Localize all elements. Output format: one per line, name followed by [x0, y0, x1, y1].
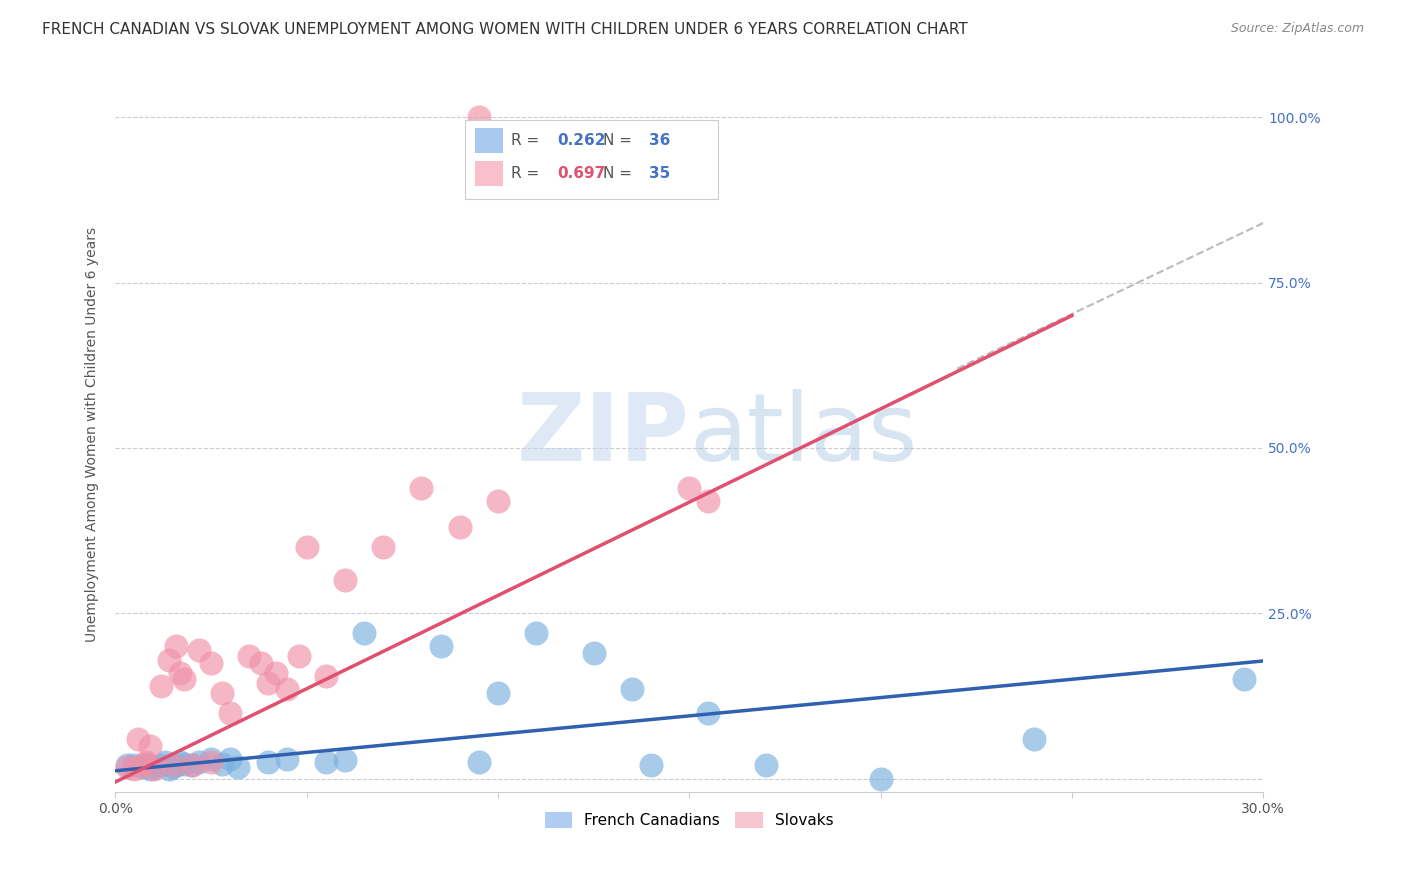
Point [200, 752, 222, 766]
Text: N =: N = [603, 167, 637, 181]
Point [188, 642, 211, 657]
Point [697, 706, 720, 720]
Point [115, 758, 138, 772]
Text: FRENCH CANADIAN VS SLOVAK UNEMPLOYMENT AMONG WOMEN WITH CHILDREN UNDER 6 YEARS C: FRENCH CANADIAN VS SLOVAK UNEMPLOYMENT A… [42, 22, 967, 37]
Point [200, 755, 222, 769]
Point [524, 626, 547, 640]
Text: Source: ZipAtlas.com: Source: ZipAtlas.com [1230, 22, 1364, 36]
Point [257, 675, 280, 690]
Point [486, 494, 509, 508]
Point [264, 665, 287, 680]
Point [226, 760, 249, 774]
Point [173, 673, 195, 687]
Point [157, 653, 180, 667]
Point [315, 669, 337, 683]
Point [333, 753, 356, 767]
Legend: French Canadians, Slovaks: French Canadians, Slovaks [538, 806, 839, 834]
Point [288, 649, 311, 664]
Point [162, 760, 184, 774]
Text: 0.697: 0.697 [557, 167, 606, 181]
Point [276, 752, 298, 766]
Point [124, 762, 146, 776]
Point [755, 758, 778, 772]
Point [219, 706, 242, 720]
Point [238, 649, 260, 664]
Point [124, 758, 146, 772]
Point [188, 755, 211, 769]
Point [127, 732, 149, 747]
Point [142, 762, 165, 776]
Point [166, 758, 188, 772]
Text: atlas: atlas [689, 389, 918, 481]
Point [1022, 732, 1045, 747]
Text: 0.262: 0.262 [557, 133, 606, 148]
Point [142, 760, 165, 774]
Point [131, 758, 153, 772]
Point [138, 739, 160, 753]
Text: N =: N = [603, 133, 637, 148]
Point [1233, 673, 1256, 687]
Point [180, 758, 202, 772]
Point [135, 755, 157, 769]
Point [697, 494, 720, 508]
Point [249, 656, 271, 670]
Point [257, 755, 280, 769]
Point [115, 760, 138, 774]
Point [131, 760, 153, 774]
FancyBboxPatch shape [475, 161, 503, 186]
Point [315, 755, 337, 769]
Point [173, 757, 195, 772]
Point [429, 640, 451, 654]
Text: R =: R = [512, 167, 544, 181]
Y-axis label: Unemployment Among Women with Children Under 6 years: Unemployment Among Women with Children U… [86, 227, 100, 642]
Point [153, 755, 176, 769]
Point [640, 758, 662, 772]
Point [486, 686, 509, 700]
Point [276, 682, 298, 697]
Point [150, 758, 173, 772]
Point [150, 679, 173, 693]
Point [200, 656, 222, 670]
Text: ZIP: ZIP [516, 389, 689, 481]
Point [138, 762, 160, 776]
Point [449, 520, 471, 534]
Point [162, 758, 184, 772]
Text: 36: 36 [650, 133, 671, 148]
Point [333, 574, 356, 588]
Point [353, 626, 375, 640]
Point [211, 686, 233, 700]
Point [135, 757, 157, 772]
Point [582, 646, 605, 660]
Text: 35: 35 [650, 167, 671, 181]
Point [620, 682, 643, 697]
Point [468, 110, 491, 124]
FancyBboxPatch shape [475, 128, 503, 153]
Point [211, 757, 233, 772]
Point [468, 755, 491, 769]
Point [166, 640, 188, 654]
Point [180, 758, 202, 772]
Point [295, 540, 318, 554]
Point [869, 772, 891, 786]
Point [169, 755, 191, 769]
Point [219, 752, 242, 766]
Point [411, 481, 433, 495]
Point [371, 540, 394, 554]
Point [157, 762, 180, 776]
Point [169, 665, 191, 680]
Point [678, 481, 700, 495]
Text: R =: R = [512, 133, 544, 148]
FancyBboxPatch shape [465, 120, 718, 199]
